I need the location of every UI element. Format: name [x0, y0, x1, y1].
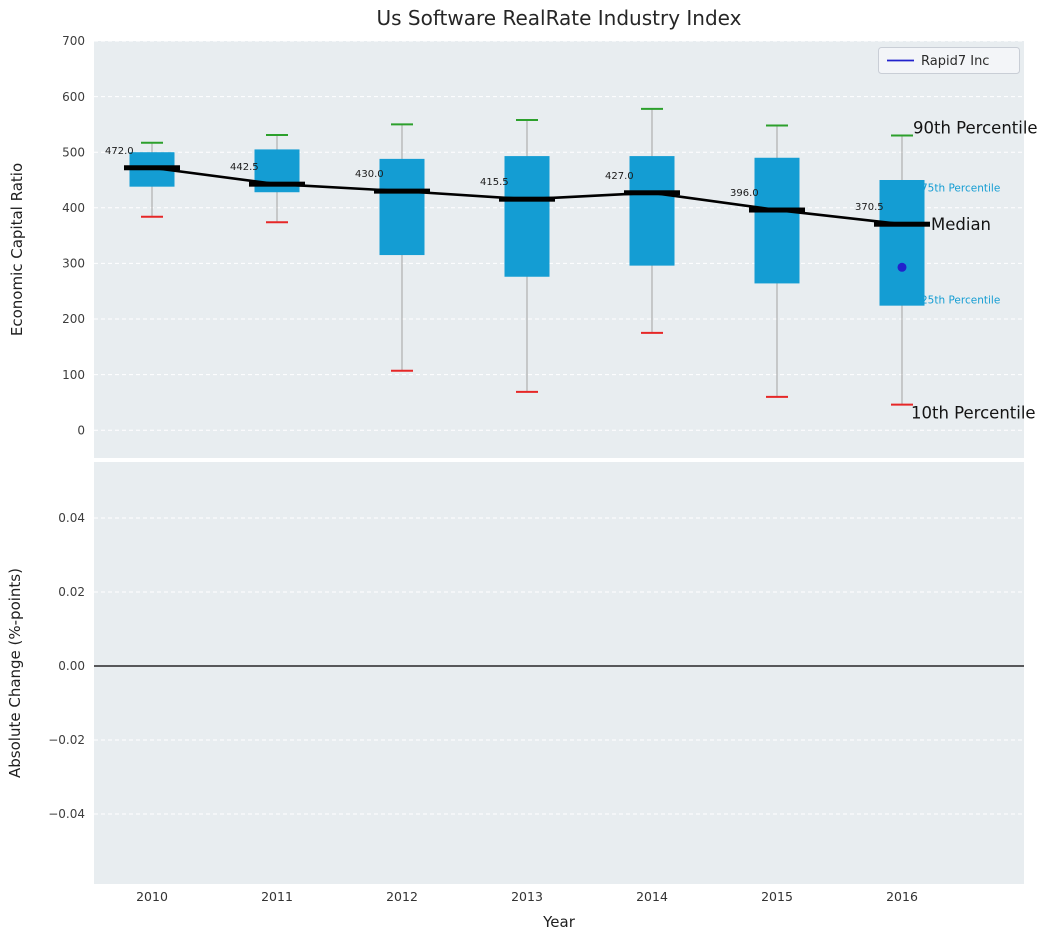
x-tick-label-2014: 2014	[636, 889, 668, 904]
y-tick-label: 300	[62, 257, 85, 271]
bottom-plot-background	[94, 462, 1024, 884]
x-tick-label-2015: 2015	[761, 889, 793, 904]
y-tick-label: 200	[62, 312, 85, 326]
median-value-label-2015: 396.0	[730, 188, 759, 199]
y-tick-label: 0.04	[58, 511, 85, 525]
y-tick-label: 600	[62, 90, 85, 104]
median-value-label-2016: 370.5	[855, 202, 884, 213]
iqr-box-2012	[379, 158, 425, 256]
bottom-y-axis-label: Absolute Change (%-points)	[6, 568, 24, 778]
chart-title: Us Software RealRate Industry Index	[376, 6, 742, 30]
y-tick-label: −0.02	[48, 733, 85, 747]
median-value-label-2010: 472.0	[105, 146, 134, 157]
legend-label-rapid7: Rapid7 Inc	[921, 54, 989, 69]
10th-percentile-annotation: 10th Percentile	[911, 403, 1036, 422]
median-value-label-2013: 415.5	[480, 177, 509, 188]
median-bar-2014	[624, 190, 680, 196]
x-tick-label-2016: 2016	[886, 889, 918, 904]
top-plot-background	[94, 41, 1024, 458]
x-axis-label: Year	[542, 913, 576, 931]
75th-percentile-annotation: 75th Percentile	[921, 183, 1000, 195]
legend-box	[878, 47, 1020, 74]
y-tick-label: 0.02	[58, 585, 85, 599]
x-tick-label-2010: 2010	[136, 889, 168, 904]
x-tick-label-2011: 2011	[261, 889, 293, 904]
median-bar-2012	[374, 188, 430, 194]
y-tick-label: 0	[77, 423, 85, 437]
iqr-box-2014	[629, 156, 675, 266]
median-bar-2013	[499, 196, 555, 202]
median-bar-2010	[124, 165, 180, 171]
median-value-label-2011: 442.5	[230, 162, 259, 173]
iqr-box-2015	[754, 157, 800, 284]
y-tick-label: 0.00	[58, 659, 85, 673]
y-tick-label: 400	[62, 201, 85, 215]
median-value-label-2014: 427.0	[605, 171, 634, 182]
x-tick-label-2012: 2012	[386, 889, 418, 904]
y-tick-label: 100	[62, 368, 85, 382]
y-tick-label: −0.04	[48, 807, 85, 821]
x-tick-label-2013: 2013	[511, 889, 543, 904]
90th-percentile-annotation: 90th Percentile	[913, 118, 1038, 137]
top-y-axis-label: Economic Capital Ratio	[8, 163, 26, 336]
median-bar-2015	[749, 207, 805, 213]
y-tick-label: 700	[62, 34, 85, 48]
median-bar-2011	[249, 181, 305, 187]
median-value-label-2012: 430.0	[355, 169, 384, 180]
rapid7-point	[897, 262, 907, 272]
iqr-box-2013	[504, 156, 550, 277]
y-tick-label: 500	[62, 145, 85, 159]
25th-percentile-annotation: 25th Percentile	[921, 294, 1000, 306]
iqr-box-2016	[879, 180, 925, 306]
median-bar-2016	[874, 221, 930, 227]
median-annotation: Median	[931, 215, 991, 234]
